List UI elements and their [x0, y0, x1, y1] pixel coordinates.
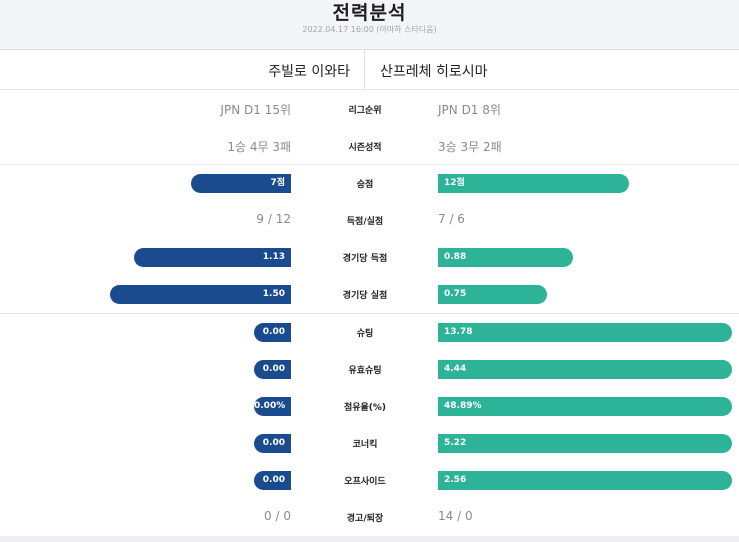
away-stat-value: JPN D1 8위: [438, 103, 501, 117]
away-stat-bar: 2.56: [438, 471, 732, 490]
section-divider: [0, 164, 739, 165]
home-stat-value: 9 / 12: [256, 212, 291, 226]
stat-label: 유효슈팅: [348, 366, 382, 376]
away-team-name: 산프레체 히로시마: [380, 64, 488, 80]
home-stat-bar: 1.13: [134, 248, 291, 267]
home-stat-bar: 0.00: [254, 360, 291, 379]
away-stat-bar: 0.88: [438, 248, 573, 267]
away-stat-value: 7 / 6: [438, 212, 465, 226]
away-stat-bar: 13.78: [438, 323, 732, 342]
stat-label: 오프사이드: [344, 477, 386, 487]
away-stat-bar: 4.44: [438, 360, 732, 379]
stat-label: 경기당 실점: [342, 291, 388, 301]
home-stat-bar: 0.00%: [254, 397, 291, 416]
team-names-row: 주빌로 이와타 산프레체 히로시마: [0, 50, 739, 90]
team-divider: [364, 50, 365, 90]
home-stat-bar: 7점: [191, 174, 291, 193]
home-stat-bar: 0.00: [254, 471, 291, 490]
header: 전력분석 2022.04.17 16:00 (아마하 스타디움): [0, 0, 739, 50]
home-stat-value: JPN D1 15위: [220, 103, 291, 117]
home-stat-bar: 0.00: [254, 323, 291, 342]
stat-label: 경고/퇴장: [346, 514, 384, 524]
away-stat-value: 3승 3무 2패: [438, 140, 502, 154]
home-stat-value: 1승 4무 3패: [227, 140, 291, 154]
stat-label: 점유율(%): [343, 403, 387, 413]
away-stat-bar: 48.89%: [438, 397, 732, 416]
home-team-name: 주빌로 이와타: [268, 64, 350, 80]
away-stat-bar: 5.22: [438, 434, 732, 453]
stat-label: 경기당 득점: [342, 254, 388, 264]
home-stat-bar: 1.50: [110, 285, 291, 304]
stat-label: 코너킥: [352, 440, 378, 450]
away-stat-bar: 0.75: [438, 285, 547, 304]
page-title: 전력분석: [332, 2, 407, 24]
stat-label: 시즌성적: [348, 143, 382, 153]
home-stat-value: 0 / 0: [264, 509, 291, 523]
match-info: 2022.04.17 16:00 (아마하 스타디움): [302, 25, 437, 34]
away-stat-bar: 12점: [438, 174, 629, 193]
home-stat-bar: 0.00: [254, 434, 291, 453]
stat-label: 승점: [356, 180, 374, 190]
stat-label: 득점/실점: [346, 217, 384, 227]
bottom-strip: [0, 536, 739, 542]
stat-label: 리그순위: [348, 106, 382, 116]
section-divider: [0, 313, 739, 314]
away-stat-value: 14 / 0: [438, 509, 473, 523]
stat-label: 슈팅: [356, 329, 374, 339]
